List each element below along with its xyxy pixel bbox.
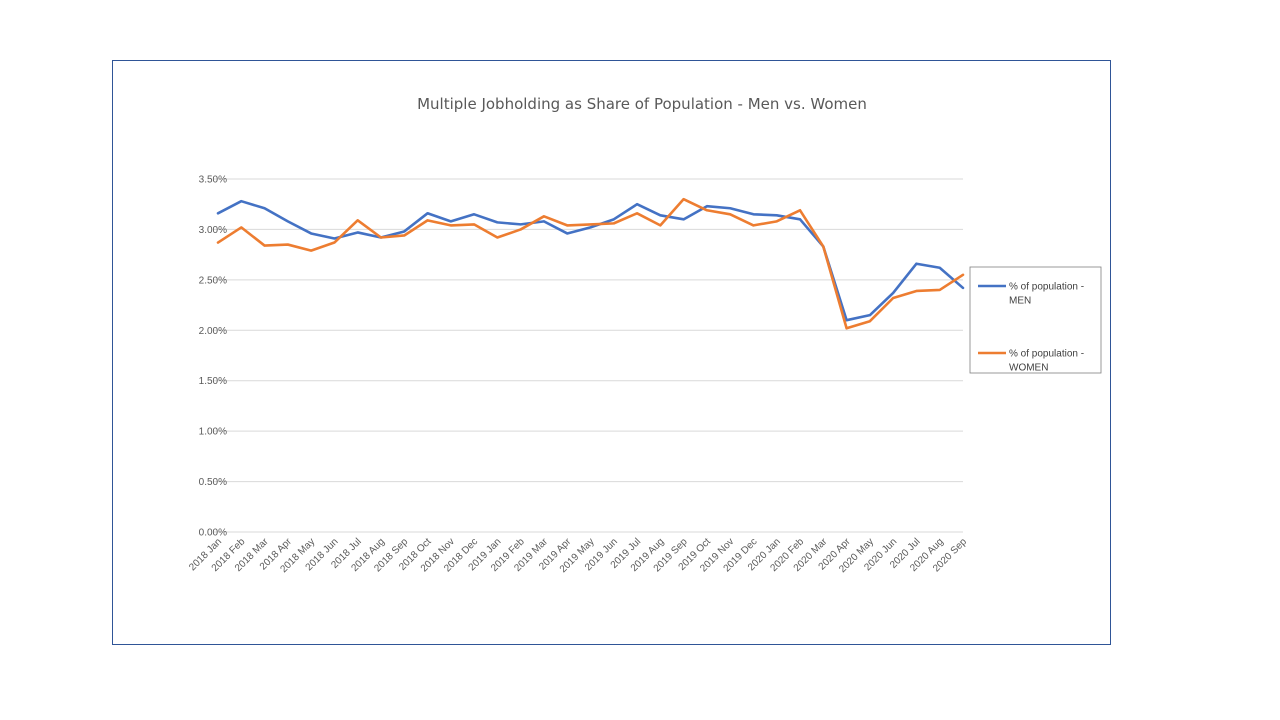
- series-lines: [216, 197, 965, 330]
- y-tick-label: 3.50%: [199, 175, 227, 186]
- y-tick-label: 1.50%: [199, 376, 227, 387]
- y-tick-label: 0.50%: [199, 477, 227, 488]
- legend-box: [969, 266, 1102, 374]
- y-tick-label: 0.00%: [199, 528, 227, 539]
- legend-label: MEN: [1009, 296, 1031, 307]
- series-line-women: [216, 197, 965, 330]
- chart-title: Multiple Jobholding as Share of Populati…: [417, 95, 867, 113]
- series-line-men: [216, 199, 965, 322]
- y-tick-label: 2.00%: [199, 326, 227, 337]
- legend-label: % of population -: [1009, 349, 1084, 360]
- y-tick-label: 3.00%: [199, 225, 227, 236]
- legend-label: WOMEN: [1009, 363, 1048, 374]
- y-tick-label: 1.00%: [199, 427, 227, 438]
- gridlines: [213, 178, 963, 533]
- y-tick-label: 2.50%: [199, 275, 227, 286]
- line-chart: Multiple Jobholding as Share of Populati…: [187, 95, 1102, 575]
- y-axis-tick-labels: 0.00% 0.50% 1.00% 1.50% 2.00% 2.50% 3.00% 3.50%: [199, 175, 227, 539]
- legend-label: % of population -: [1009, 282, 1084, 293]
- legend: % of population - MEN % of population - WOM…: [969, 266, 1102, 374]
- chart-frame: Multiple Jobholding as Share of Populati…: [112, 60, 1111, 645]
